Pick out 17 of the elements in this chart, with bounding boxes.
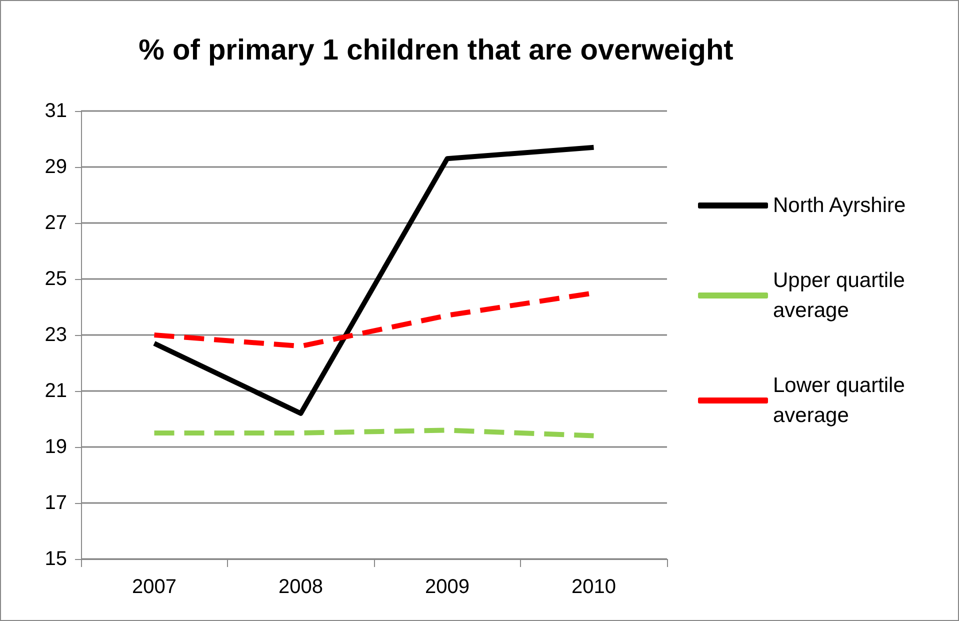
y-tick-label: 23 bbox=[44, 324, 67, 346]
y-tick-label: 29 bbox=[44, 156, 67, 178]
x-tick-label: 2008 bbox=[278, 576, 323, 598]
legend-label: North Ayrshire bbox=[773, 194, 906, 217]
x-tick-label: 2010 bbox=[572, 576, 616, 598]
y-tick-label: 27 bbox=[44, 212, 67, 234]
y-tick-label: 25 bbox=[44, 268, 67, 290]
x-tick-label: 2007 bbox=[132, 576, 176, 598]
y-tick-label: 21 bbox=[44, 380, 67, 402]
y-tick-label: 31 bbox=[44, 100, 67, 122]
legend-label: Lower quartile average bbox=[773, 374, 911, 427]
x-tick-label: 2009 bbox=[425, 576, 470, 598]
y-tick-label: 17 bbox=[44, 492, 67, 514]
legend-label: Upper quartile average bbox=[773, 269, 911, 322]
y-tick-label: 15 bbox=[44, 548, 67, 570]
chart-title: % of primary 1 children that are overweight bbox=[138, 34, 734, 66]
y-tick-label: 19 bbox=[44, 436, 67, 458]
